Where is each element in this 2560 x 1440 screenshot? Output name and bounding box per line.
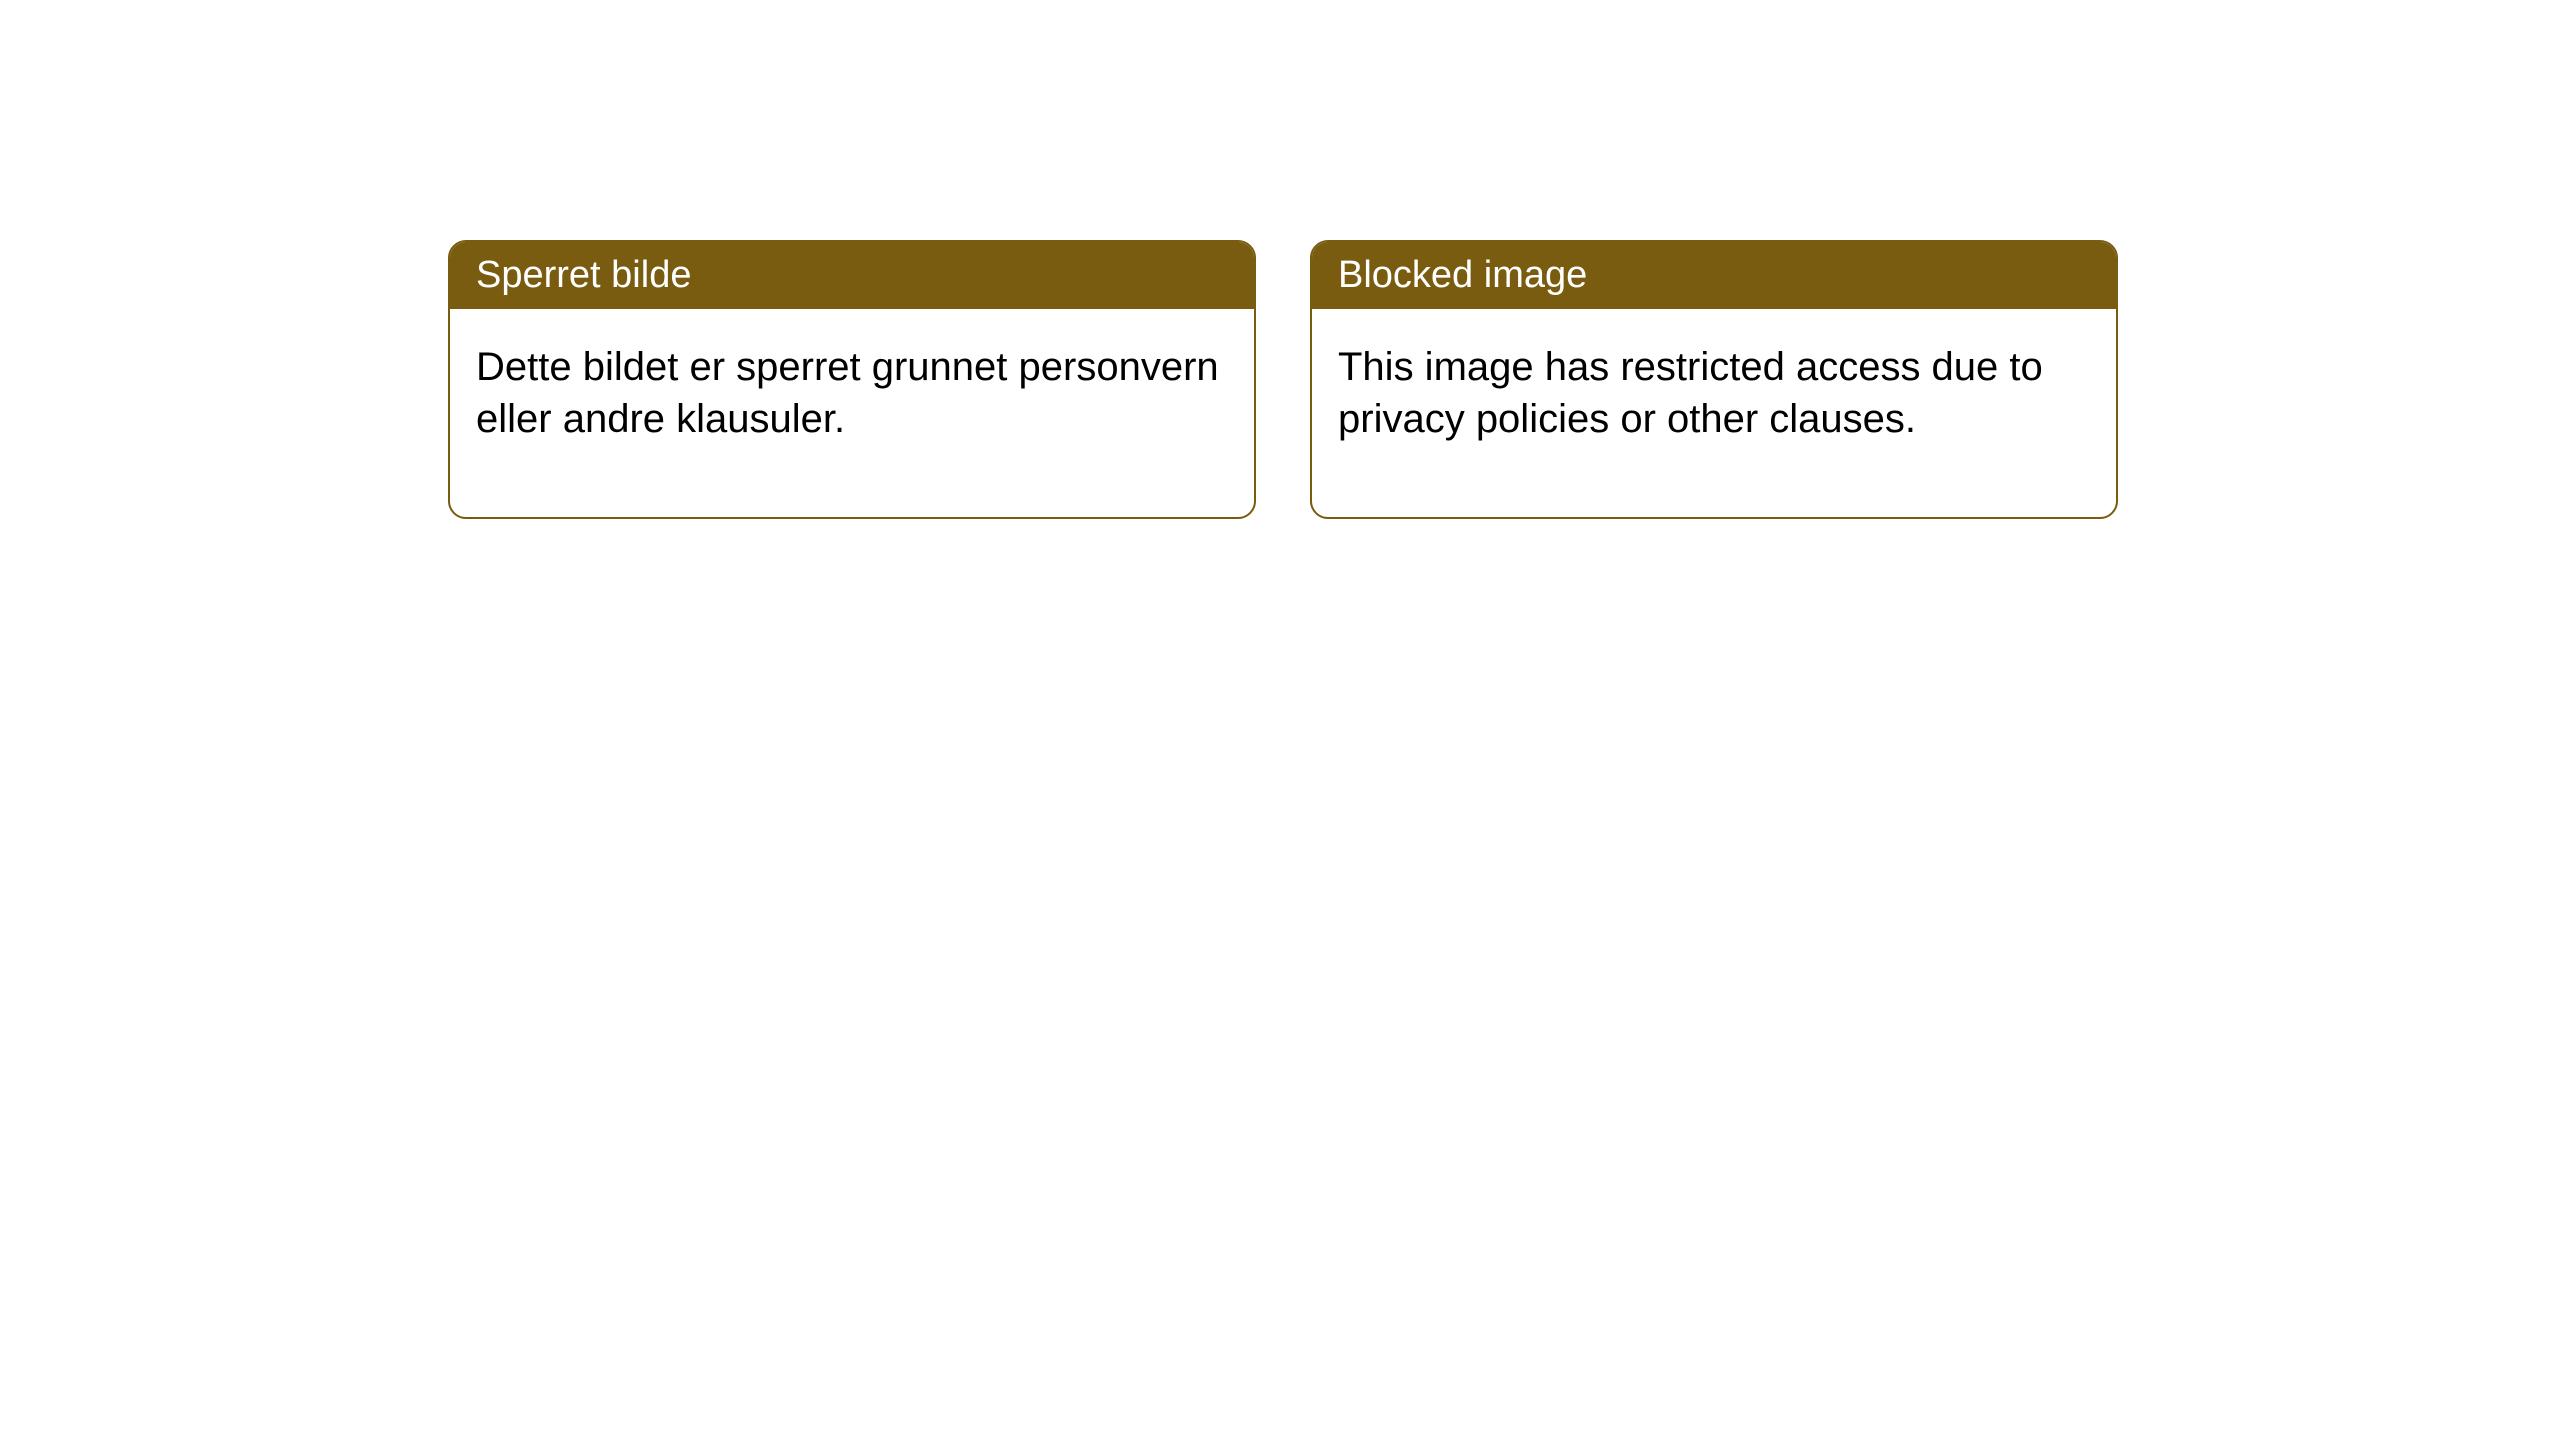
card-header-norwegian: Sperret bilde [450, 242, 1254, 309]
cards-container: Sperret bilde Dette bildet er sperret gr… [448, 240, 2118, 519]
card-body-norwegian: Dette bildet er sperret grunnet personve… [450, 309, 1254, 517]
card-norwegian: Sperret bilde Dette bildet er sperret gr… [448, 240, 1256, 519]
card-body-english: This image has restricted access due to … [1312, 309, 2116, 517]
card-english: Blocked image This image has restricted … [1310, 240, 2118, 519]
card-header-english: Blocked image [1312, 242, 2116, 309]
